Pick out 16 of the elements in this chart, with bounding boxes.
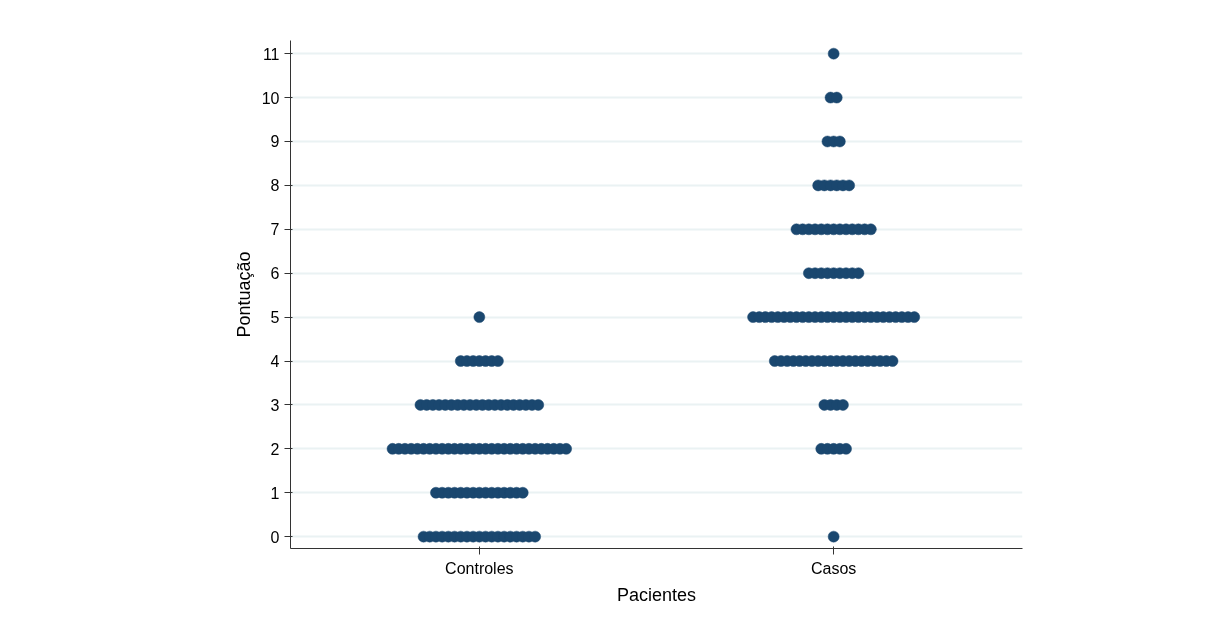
x-axis-title: Pacientes [616,584,697,605]
y-tick-label: 4 [270,353,280,371]
y-tick-label: 11 [262,45,280,63]
y-tick-label: 10 [261,89,280,107]
y-tick-label: 9 [270,133,280,151]
y-tick-label: 1 [270,484,280,502]
y-tick-label: 8 [270,177,280,195]
y-tick-label: 0 [270,528,280,546]
x-tick-label: Casos [810,559,857,577]
y-tick-label: 2 [270,440,280,458]
y-tick-label: 7 [270,221,280,239]
y-axis-title: Pontuação [233,251,254,338]
y-tick-label: 5 [270,309,280,327]
y-tick-label: 6 [270,265,280,283]
y-tick-label: 3 [270,396,280,414]
x-tick-label: Controles [445,559,514,577]
